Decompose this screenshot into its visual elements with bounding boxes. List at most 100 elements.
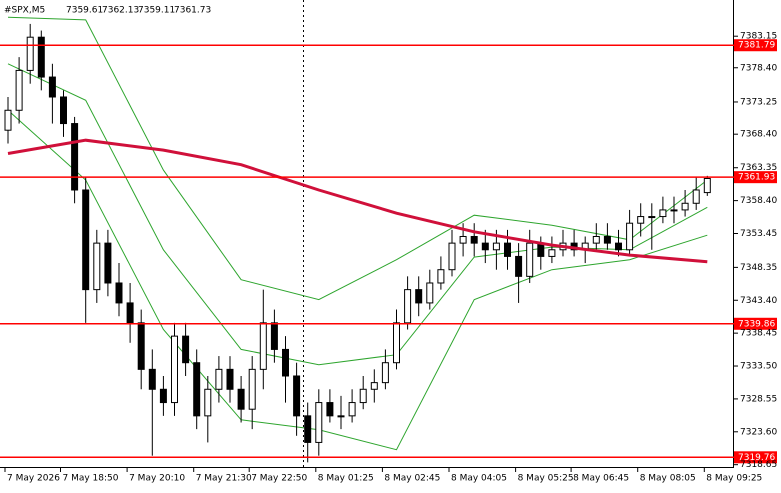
- candle-body: [182, 335, 190, 364]
- candle-body: [270, 322, 278, 350]
- ohlc-high: 7362.13: [102, 6, 139, 16]
- candle-body: [193, 362, 201, 417]
- level-label: 7319.76: [738, 453, 775, 463]
- candle-body: [237, 388, 245, 410]
- candle-body: [48, 76, 56, 98]
- plot-area: [4, 16, 711, 463]
- candle-body: [404, 289, 412, 324]
- candle-body: [703, 177, 711, 194]
- y-tick-label: 7318.65: [740, 460, 777, 470]
- candle-body: [648, 216, 656, 219]
- candle-body: [537, 242, 545, 257]
- candle-body: [515, 255, 523, 277]
- candle-body: [37, 36, 45, 78]
- level-label-box: [734, 451, 777, 464]
- candle-body: [603, 235, 611, 244]
- candle-body: [226, 368, 234, 390]
- y-tick-label: 7368.40: [740, 130, 777, 140]
- y-tick-label: 7373.25: [740, 97, 777, 107]
- candle-body: [504, 242, 511, 257]
- bollinger-lower: [7, 109, 708, 451]
- x-tick-label: 7 May 22:50: [251, 474, 307, 484]
- candle-body: [71, 123, 79, 191]
- candle-body: [304, 415, 312, 443]
- candle-body: [626, 222, 634, 251]
- x-tick-label: 8 May 01:25: [318, 474, 374, 484]
- y-tick-label: 7343.40: [740, 296, 777, 306]
- x-tick-label: 7 May 2026: [7, 474, 60, 484]
- candle-body: [326, 402, 334, 417]
- y-tick-label: 7383.15: [740, 32, 777, 42]
- candle-body: [137, 322, 145, 370]
- ohlc-close: 7361.73: [174, 6, 211, 16]
- x-tick-label: 8 May 02:45: [384, 474, 440, 484]
- y-tick-label: 7338.45: [740, 329, 777, 339]
- candle-body: [248, 368, 256, 410]
- ohlc-low: 7359.11: [138, 6, 175, 16]
- candle-body: [393, 322, 400, 364]
- candle-body: [637, 216, 645, 224]
- candle-body: [615, 242, 622, 251]
- candle-body: [204, 388, 212, 417]
- candle-body: [592, 235, 600, 244]
- bollinger-upper: [7, 16, 708, 301]
- level-label: 7381.79: [738, 41, 775, 51]
- x-tick-label: 8 May 08:05: [640, 474, 696, 484]
- x-tick-label: 8 May 06:45: [573, 474, 629, 484]
- ohlc-open: 7359.61: [66, 6, 103, 16]
- candle-body: [426, 282, 434, 304]
- bollinger-middle: [7, 63, 708, 366]
- y-tick-label: 7328.55: [740, 394, 777, 404]
- x-tick-label: 7 May 21:30: [196, 474, 252, 484]
- candle-body: [348, 402, 356, 417]
- candle-body: [681, 202, 689, 211]
- candle-body: [282, 348, 289, 377]
- candle-body: [659, 209, 667, 218]
- y-tick-label: 7333.50: [740, 362, 777, 372]
- candle-body: [670, 209, 678, 212]
- candle-body: [370, 382, 378, 390]
- candle-body: [82, 189, 90, 291]
- candle-body: [337, 415, 345, 418]
- y-tick-label: 7353.45: [740, 229, 777, 239]
- overlay: 7381.79 7361.93 7339.86 7319.76: [0, 39, 777, 464]
- level-label-box: [734, 39, 777, 52]
- candle-body: [359, 388, 367, 404]
- level-label-box: [734, 317, 777, 330]
- level-label-box: [734, 171, 777, 184]
- x-tick-label: 7 May 20:10: [129, 474, 185, 484]
- candle-body: [692, 189, 700, 204]
- x-tick-label: 8 May 09:25: [706, 474, 762, 484]
- candle-body: [481, 242, 489, 251]
- candle-body: [548, 249, 556, 257]
- y-tick-label: 7348.35: [740, 263, 777, 273]
- candle-body: [126, 302, 134, 324]
- candle-body: [459, 235, 467, 244]
- candle-body: [26, 36, 34, 71]
- candle-body: [381, 362, 389, 384]
- y-tick-label: 7323.60: [740, 427, 777, 437]
- x-tick-label: 8 May 05:25: [518, 474, 574, 484]
- candle-body: [15, 69, 23, 111]
- candle-body: [259, 322, 267, 370]
- x-tick-label: 8 May 04:05: [451, 474, 507, 484]
- y-tick-label: 7358.40: [740, 196, 777, 206]
- candle-body: [415, 289, 423, 304]
- candle-body: [215, 368, 223, 390]
- x-tick-label: 7 May 18:50: [63, 474, 119, 484]
- level-label: 7361.93: [738, 173, 775, 183]
- candle-body: [4, 109, 12, 131]
- candle-body: [115, 282, 123, 304]
- chart-title: #SPX,M5: [4, 6, 45, 16]
- moving-average: [7, 138, 708, 264]
- candle-body: [526, 242, 534, 277]
- candle-body: [159, 388, 167, 404]
- candle-body: [171, 335, 178, 404]
- candle-body: [470, 235, 478, 244]
- candle-body: [448, 242, 456, 271]
- candle-body: [315, 402, 323, 443]
- candle-body: [93, 242, 101, 291]
- candle-body: [60, 96, 67, 125]
